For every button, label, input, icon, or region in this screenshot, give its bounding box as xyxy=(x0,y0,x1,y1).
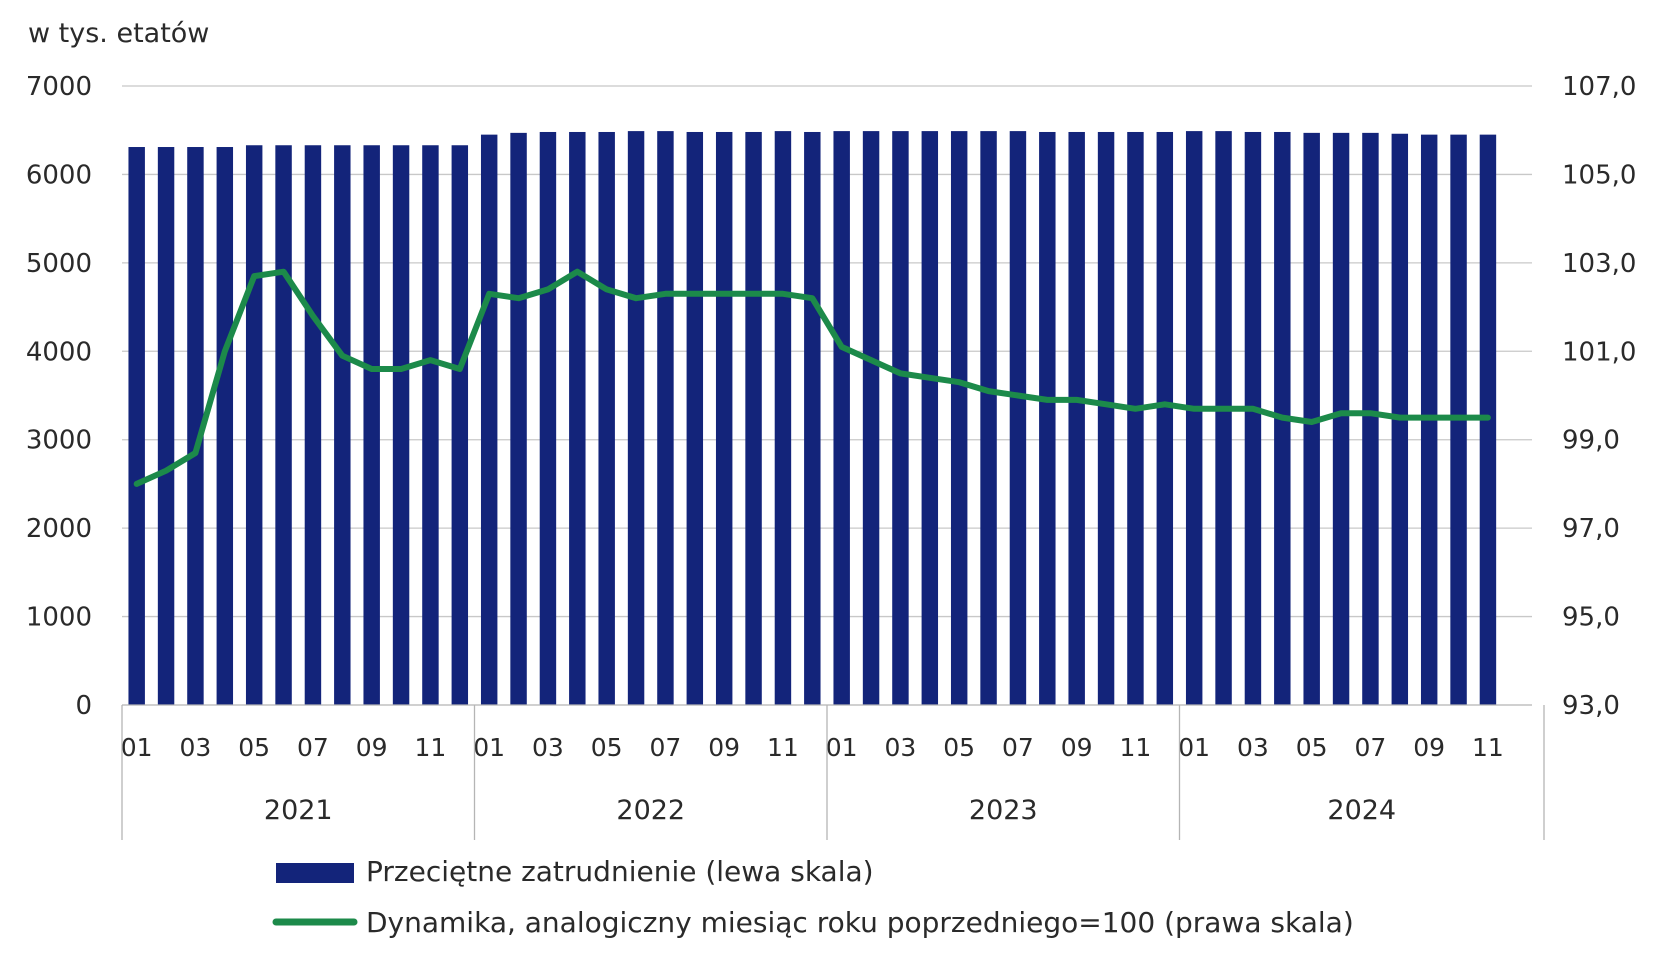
left-axis-tick-label: 1000 xyxy=(26,603,92,633)
employment-bar xyxy=(304,145,322,706)
right-axis-tick-label: 93,0 xyxy=(1562,691,1620,721)
x-axis-tick-label: 09 xyxy=(708,733,740,762)
x-axis-tick-label: 01 xyxy=(826,733,858,762)
x-axis-tick-label: 05 xyxy=(238,733,270,762)
employment-bar xyxy=(892,131,909,705)
gridlines xyxy=(122,85,1532,618)
employment-bar xyxy=(334,145,351,706)
employment-bar xyxy=(539,131,557,706)
x-axis-tick-label: 11 xyxy=(1120,733,1152,762)
employment-bar xyxy=(980,131,997,705)
employment-bar xyxy=(1097,131,1115,706)
employment-bar xyxy=(422,145,439,706)
employment-bar xyxy=(1068,131,1085,706)
employment-bar xyxy=(950,131,968,705)
employment-bar xyxy=(128,147,145,705)
right-axis-tick-label: 103,0 xyxy=(1562,249,1636,279)
left-axis-tick-label: 7000 xyxy=(26,72,92,102)
right-axis: 93,0 95,0 97,0 99,0 101,0 103,0 105,0 107,0 xyxy=(1562,72,1636,721)
bar-series xyxy=(128,131,1497,706)
x-axis-tick-label: 03 xyxy=(532,733,564,762)
employment-bar xyxy=(686,131,704,706)
x-axis-tick-label: 03 xyxy=(1237,733,1269,762)
employment-bar xyxy=(363,145,380,706)
left-axis-tick-label: 3000 xyxy=(26,426,92,456)
left-axis-tick-label: 0 xyxy=(75,691,92,721)
dynamics-line xyxy=(133,268,1491,487)
x-axis-tick-label: 11 xyxy=(415,733,447,762)
x-axis-tick-label: 09 xyxy=(1061,733,1093,762)
employment-bar xyxy=(480,134,498,705)
right-axis-tick-label: 99,0 xyxy=(1562,426,1620,456)
employment-bar xyxy=(1156,131,1174,706)
right-axis-tick-label: 101,0 xyxy=(1562,337,1636,367)
left-axis-tick-label: 5000 xyxy=(26,249,92,279)
employment-bar xyxy=(774,131,792,705)
employment-bar xyxy=(715,131,733,706)
employment-bar xyxy=(745,131,762,706)
x-axis-year-label: 2024 xyxy=(1327,795,1396,826)
employment-bar xyxy=(157,147,175,705)
employment-bar xyxy=(392,145,410,706)
legend-bar-swatch xyxy=(276,863,354,883)
employment-bar xyxy=(1244,131,1262,706)
x-axis-year-label: 2023 xyxy=(969,795,1038,826)
employment-bar xyxy=(598,131,615,706)
employment-bar xyxy=(187,147,204,705)
x-axis-tick-label: 11 xyxy=(767,733,799,762)
x-axis-tick-label: 03 xyxy=(885,733,917,762)
employment-bar xyxy=(1185,131,1203,705)
x-axis-tick-label: 03 xyxy=(180,733,212,762)
x-axis: 01 03 05 07 09 11 2021 01 03 05 07 09 11 2022 01 03 05 07… xyxy=(121,704,1545,840)
employment-bar xyxy=(833,131,850,705)
x-axis-tick-label: 07 xyxy=(1002,733,1034,762)
employment-bar xyxy=(1127,131,1144,706)
employment-bar xyxy=(1362,132,1379,706)
x-axis-tick-label: 07 xyxy=(297,733,329,762)
employment-bar xyxy=(275,145,292,706)
employment-bar xyxy=(216,147,234,705)
left-axis: 0 1000 2000 3000 4000 5000 6000 7000 xyxy=(26,72,92,721)
x-axis-tick-label: 01 xyxy=(473,733,505,762)
right-axis-tick-label: 107,0 xyxy=(1562,72,1636,102)
employment-bar xyxy=(862,131,880,705)
right-axis-tick-label: 97,0 xyxy=(1562,514,1620,544)
x-axis-tick-label: 05 xyxy=(943,733,975,762)
employment-bar xyxy=(451,145,469,706)
x-axis-tick-label: 05 xyxy=(591,733,623,762)
left-axis-unit-label: w tys. etatów xyxy=(28,18,209,49)
legend: Przeciętne zatrudnienie (lewa skala) Dyn… xyxy=(272,855,1354,939)
x-axis-tick-label: 09 xyxy=(1413,733,1445,762)
x-axis-tick-label: 05 xyxy=(1296,733,1328,762)
employment-bar xyxy=(1039,131,1056,706)
employment-bar xyxy=(510,132,527,706)
left-axis-tick-label: 4000 xyxy=(26,337,92,367)
legend-bar-label: Przeciętne zatrudnienie (lewa skala) xyxy=(366,855,874,888)
employment-bar xyxy=(921,131,939,705)
employment-bar xyxy=(627,131,645,705)
right-axis-tick-label: 95,0 xyxy=(1562,603,1620,633)
x-axis-year-label: 2021 xyxy=(264,795,333,826)
left-axis-tick-label: 2000 xyxy=(26,514,92,544)
x-axis-tick-label: 01 xyxy=(121,733,153,762)
legend-line-label: Dynamika, analogiczny miesiąc roku poprz… xyxy=(366,906,1354,939)
employment-bar xyxy=(1215,131,1232,705)
employment-bar xyxy=(657,131,674,705)
employment-bar xyxy=(245,145,263,706)
x-axis-tick-label: 01 xyxy=(1178,733,1210,762)
right-axis-tick-label: 105,0 xyxy=(1562,160,1636,190)
employment-bar xyxy=(804,131,821,706)
employment-bar xyxy=(1009,131,1027,705)
employment-bar xyxy=(569,131,586,706)
left-axis-tick-label: 6000 xyxy=(26,160,92,190)
x-axis-tick-label: 09 xyxy=(356,733,388,762)
x-axis-tick-label: 11 xyxy=(1472,733,1504,762)
x-axis-tick-label: 07 xyxy=(650,733,682,762)
x-axis-year-label: 2022 xyxy=(616,795,685,826)
line-series xyxy=(133,268,1491,487)
x-axis-tick-label: 07 xyxy=(1355,733,1387,762)
employment-bar xyxy=(1332,132,1350,706)
